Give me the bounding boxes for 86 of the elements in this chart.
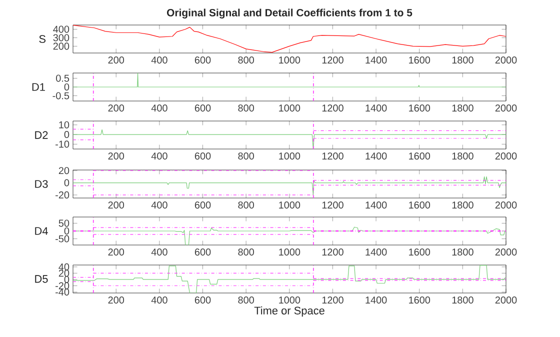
y-axis-title: D1	[32, 83, 45, 91]
x-tick-label: 200	[108, 202, 124, 209]
x-tick-label: 600	[194, 104, 211, 112]
x-tick-label: 800	[238, 152, 254, 160]
x-tick-label: 1200	[322, 56, 344, 64]
x-tick-label: 400	[151, 248, 168, 256]
y-tick-label: -0.5	[52, 92, 70, 100]
x-tick-label: 1200	[322, 104, 344, 112]
x-tick-label: 400	[151, 104, 168, 112]
x-tick-label: 1000	[279, 248, 300, 256]
y-axis-title: D5	[35, 275, 48, 283]
y-tick-label: 0	[64, 179, 70, 186]
y-axis-title: D3	[35, 180, 48, 188]
x-tick-label: 1400	[366, 202, 387, 209]
y-axis-title: D4	[35, 227, 48, 235]
x-tick-label: 400	[151, 202, 168, 209]
y-tick-label: 0	[64, 130, 70, 138]
y-tick-label: 0.5	[56, 74, 70, 82]
x-tick-label: 400	[151, 56, 168, 64]
chart-title: Original Signal and Detail Coefficients from 1 to 5	[166, 8, 412, 19]
x-tick-label: 1000	[279, 152, 300, 160]
x-tick-label: 1600	[409, 248, 430, 256]
x-tick-label: 800	[238, 202, 254, 209]
x-tick-label: 1400	[366, 248, 387, 256]
x-tick-label: 1200	[322, 296, 344, 304]
x-tick-label: 1600	[409, 202, 430, 209]
x-tick-label: 2000	[495, 56, 517, 64]
y-tick-label: -50	[56, 235, 70, 242]
x-tick-label: 200	[108, 152, 124, 160]
x-tick-label: 800	[238, 248, 254, 256]
x-tick-label: 200	[108, 56, 124, 64]
x-tick-label: 1600	[409, 296, 430, 304]
y-tick-label: 50	[58, 220, 70, 227]
x-tick-label: 1600	[409, 104, 430, 112]
x-tick-label: 200	[108, 104, 124, 112]
x-tick-label: 1400	[366, 104, 387, 112]
y-tick-label: 300	[53, 34, 70, 42]
x-tick-label: 600	[194, 202, 211, 209]
x-tick-label: 1200	[322, 152, 344, 160]
x-tick-label: 1800	[452, 152, 474, 160]
y-tick-label: -10	[56, 140, 70, 148]
x-tick-label: 1400	[366, 152, 387, 160]
x-tick-label: 200	[108, 296, 124, 304]
y-axis-title: S	[39, 35, 46, 43]
x-tick-label: 2000	[495, 202, 517, 209]
y-tick-label: 20	[58, 167, 70, 174]
x-tick-label: 1000	[279, 202, 300, 209]
y-tick-label: 20	[58, 270, 70, 277]
x-tick-label: 200	[108, 248, 124, 256]
y-tick-label: 0	[64, 227, 70, 235]
x-tick-label: 1000	[279, 56, 300, 64]
x-tick-label: 2000	[495, 104, 517, 112]
x-tick-label: 1800	[452, 104, 474, 112]
y-axis-title: D2	[35, 131, 48, 139]
x-tick-label: 1200	[322, 202, 344, 209]
x-tick-label: 800	[238, 104, 254, 112]
x-axis-title: Time or Space	[254, 306, 324, 317]
x-tick-label: 1600	[409, 152, 430, 160]
y-tick-label: -20	[56, 191, 70, 198]
y-tick-label: 40	[58, 263, 70, 270]
x-tick-label: 1800	[452, 248, 474, 256]
y-tick-label: 200	[53, 42, 70, 50]
x-tick-label: 600	[194, 152, 211, 160]
x-tick-label: 600	[194, 56, 211, 64]
x-tick-label: 1600	[409, 56, 430, 64]
x-tick-label: 1800	[452, 56, 474, 64]
x-tick-label: 600	[194, 296, 211, 304]
y-tick-label: 10	[59, 121, 70, 128]
x-tick-label: 1400	[366, 296, 387, 304]
x-tick-label: 800	[238, 296, 254, 304]
y-tick-label: 0	[64, 83, 70, 91]
x-tick-label: 1200	[322, 248, 344, 256]
x-tick-label: 600	[194, 248, 211, 256]
x-tick-label: 1000	[279, 296, 300, 304]
x-tick-label: 2000	[495, 248, 517, 256]
x-tick-label: 1800	[452, 296, 474, 304]
y-tick-label: -40	[56, 288, 70, 296]
y-tick-label: 400	[53, 26, 70, 33]
x-tick-label: 400	[151, 152, 168, 160]
x-tick-label: 400	[151, 296, 168, 304]
x-tick-label: 1400	[366, 56, 387, 64]
x-tick-label: 2000	[495, 296, 517, 304]
x-tick-label: 1800	[452, 202, 474, 209]
x-tick-label: 1000	[279, 104, 300, 112]
x-tick-label: 2000	[495, 152, 517, 160]
x-tick-label: 800	[238, 56, 254, 64]
